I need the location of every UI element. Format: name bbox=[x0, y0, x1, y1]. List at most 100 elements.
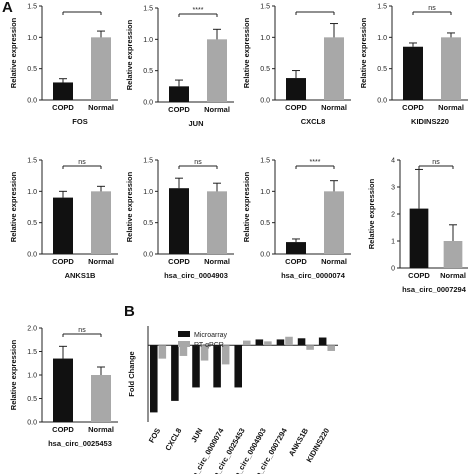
y-axis-label: Relative expression bbox=[9, 171, 18, 242]
y-tick-label: 1.5 bbox=[143, 6, 153, 13]
category-label: Normal bbox=[204, 105, 230, 114]
copd-bar bbox=[169, 188, 189, 254]
normal-bar bbox=[443, 241, 463, 268]
y-tick-label: 1.0 bbox=[260, 189, 270, 196]
legend-label: Microarray bbox=[194, 332, 228, 339]
y-axis-label: Relative expression bbox=[242, 17, 251, 88]
y-tick-label: 0.5 bbox=[143, 68, 153, 75]
rtqpcr-bar bbox=[158, 345, 167, 359]
y-tick-label: 1.0 bbox=[143, 37, 153, 44]
y-tick-label: 0.0 bbox=[377, 98, 387, 105]
y-tick-label: 3 bbox=[391, 185, 395, 192]
normal-bar bbox=[91, 375, 111, 422]
rtqpcr-bar bbox=[306, 345, 314, 350]
microarray-bar bbox=[192, 345, 200, 388]
y-axis-label: Relative expression bbox=[125, 171, 134, 242]
y-axis-label: Relative expression bbox=[125, 19, 134, 90]
y-tick-label: 0.0 bbox=[143, 100, 153, 107]
y-tick-label: 1.5 bbox=[27, 349, 37, 356]
category-label: ANKS1B bbox=[287, 426, 311, 458]
significance-label: ns bbox=[428, 5, 436, 12]
y-tick-label: 0.5 bbox=[377, 66, 387, 73]
category-label: COPD bbox=[285, 103, 307, 112]
significance-label: **** bbox=[310, 159, 321, 166]
chart-title: ANKS1B bbox=[65, 271, 96, 280]
significance-label: ns bbox=[194, 159, 202, 166]
bar-panel: 0.0 0.5 1.0 1.5 Relative expression COPD Norma… bbox=[359, 4, 468, 126]
normal-bar bbox=[207, 39, 227, 102]
y-tick-label: 1.5 bbox=[377, 4, 387, 11]
bar-panel: 0.0 0.5 1.0 1.5 Relative expression COPD Norma… bbox=[125, 6, 234, 128]
category-label: CXCL8 bbox=[163, 427, 183, 453]
copd-bar bbox=[409, 208, 429, 268]
normal-bar bbox=[441, 37, 461, 100]
microarray-bar bbox=[297, 338, 306, 346]
y-tick-label: 0.0 bbox=[27, 98, 37, 105]
y-tick-label: 1.5 bbox=[143, 158, 153, 165]
rtqpcr-bar bbox=[264, 341, 272, 346]
category-label: Normal bbox=[438, 103, 464, 112]
category-label: Normal bbox=[88, 103, 114, 112]
chart-title: hsa_circ_0007294 bbox=[402, 285, 467, 294]
chart-title: CXCL8 bbox=[301, 117, 326, 126]
y-axis-label: Relative expression bbox=[9, 339, 18, 410]
microarray-bar bbox=[318, 337, 327, 346]
panel-a-label: A bbox=[2, 0, 13, 16]
y-tick-label: 1 bbox=[391, 239, 395, 246]
bar-panel: 0.0 0.5 1.0 1.5 Relative expression COPD Norma… bbox=[125, 158, 234, 280]
rtqpcr-bar bbox=[200, 345, 209, 361]
y-axis-label: Relative expression bbox=[242, 171, 251, 242]
significance-label: **** bbox=[193, 7, 204, 14]
copd-bar bbox=[53, 197, 73, 254]
y-axis-label: Relative expression bbox=[359, 17, 368, 88]
y-tick-label: 1.5 bbox=[260, 4, 270, 11]
rtqpcr-bar bbox=[327, 345, 335, 351]
significance-label: ns bbox=[78, 159, 86, 166]
panels: 0.0 0.5 1.0 1.5 Relative expression COPD Norma… bbox=[9, 4, 468, 448]
bar-panel: 0 1 2 3 4 Relative expression COPD Normal ns hsa_… bbox=[367, 158, 468, 294]
bar-panel: 0.0 0.5 1.0 1.5 Relative expression COPD Norma… bbox=[9, 158, 118, 280]
rtqpcr-bar bbox=[221, 345, 230, 365]
chart-title: KIDINS220 bbox=[411, 117, 449, 126]
category-label: FOS bbox=[147, 427, 163, 445]
category-label: Normal bbox=[321, 103, 347, 112]
copd-bar bbox=[286, 78, 306, 100]
bar-panel: 0.0 0.5 1.0 1.5 Relative expression COPD Norma… bbox=[242, 158, 351, 280]
microarray-bar bbox=[255, 339, 264, 346]
copd-bar bbox=[169, 86, 189, 102]
microarray-bar bbox=[150, 345, 158, 413]
y-tick-label: 1.5 bbox=[27, 4, 37, 11]
y-tick-label: 1.5 bbox=[27, 158, 37, 165]
category-label: COPD bbox=[285, 257, 307, 266]
normal-bar bbox=[324, 191, 344, 254]
microarray-bar bbox=[234, 345, 242, 388]
chart-title: hsa_circ_0004903 bbox=[164, 271, 228, 280]
y-tick-label: 1.0 bbox=[27, 35, 37, 42]
microarray-bar bbox=[276, 339, 285, 346]
rtqpcr-bar bbox=[243, 340, 251, 346]
rtqpcr-bar bbox=[179, 345, 188, 356]
rtqpcr-bar bbox=[285, 336, 293, 346]
y-tick-label: 0.0 bbox=[143, 252, 153, 259]
y-tick-label: 0.5 bbox=[27, 396, 37, 403]
y-tick-label: 1.0 bbox=[377, 35, 387, 42]
copd-bar bbox=[53, 358, 73, 422]
legend-swatch bbox=[178, 341, 190, 347]
y-axis-label: Fold Change bbox=[127, 351, 136, 396]
category-label: COPD bbox=[408, 271, 430, 280]
y-tick-label: 0.5 bbox=[260, 66, 270, 73]
y-tick-label: 1.0 bbox=[27, 373, 37, 380]
y-tick-label: 0.5 bbox=[27, 220, 37, 227]
category-label: Normal bbox=[440, 271, 466, 280]
category-label: Normal bbox=[204, 257, 230, 266]
legend-label: RT-qPCR bbox=[194, 342, 224, 349]
y-tick-label: 0.5 bbox=[27, 66, 37, 73]
significance-label: ns bbox=[432, 159, 440, 166]
copd-bar bbox=[403, 46, 423, 100]
y-tick-label: 0.0 bbox=[27, 420, 37, 427]
significance-label: ns bbox=[78, 327, 86, 334]
chart-title: hsa_circ_0000074 bbox=[281, 271, 346, 280]
category-label: Normal bbox=[321, 257, 347, 266]
